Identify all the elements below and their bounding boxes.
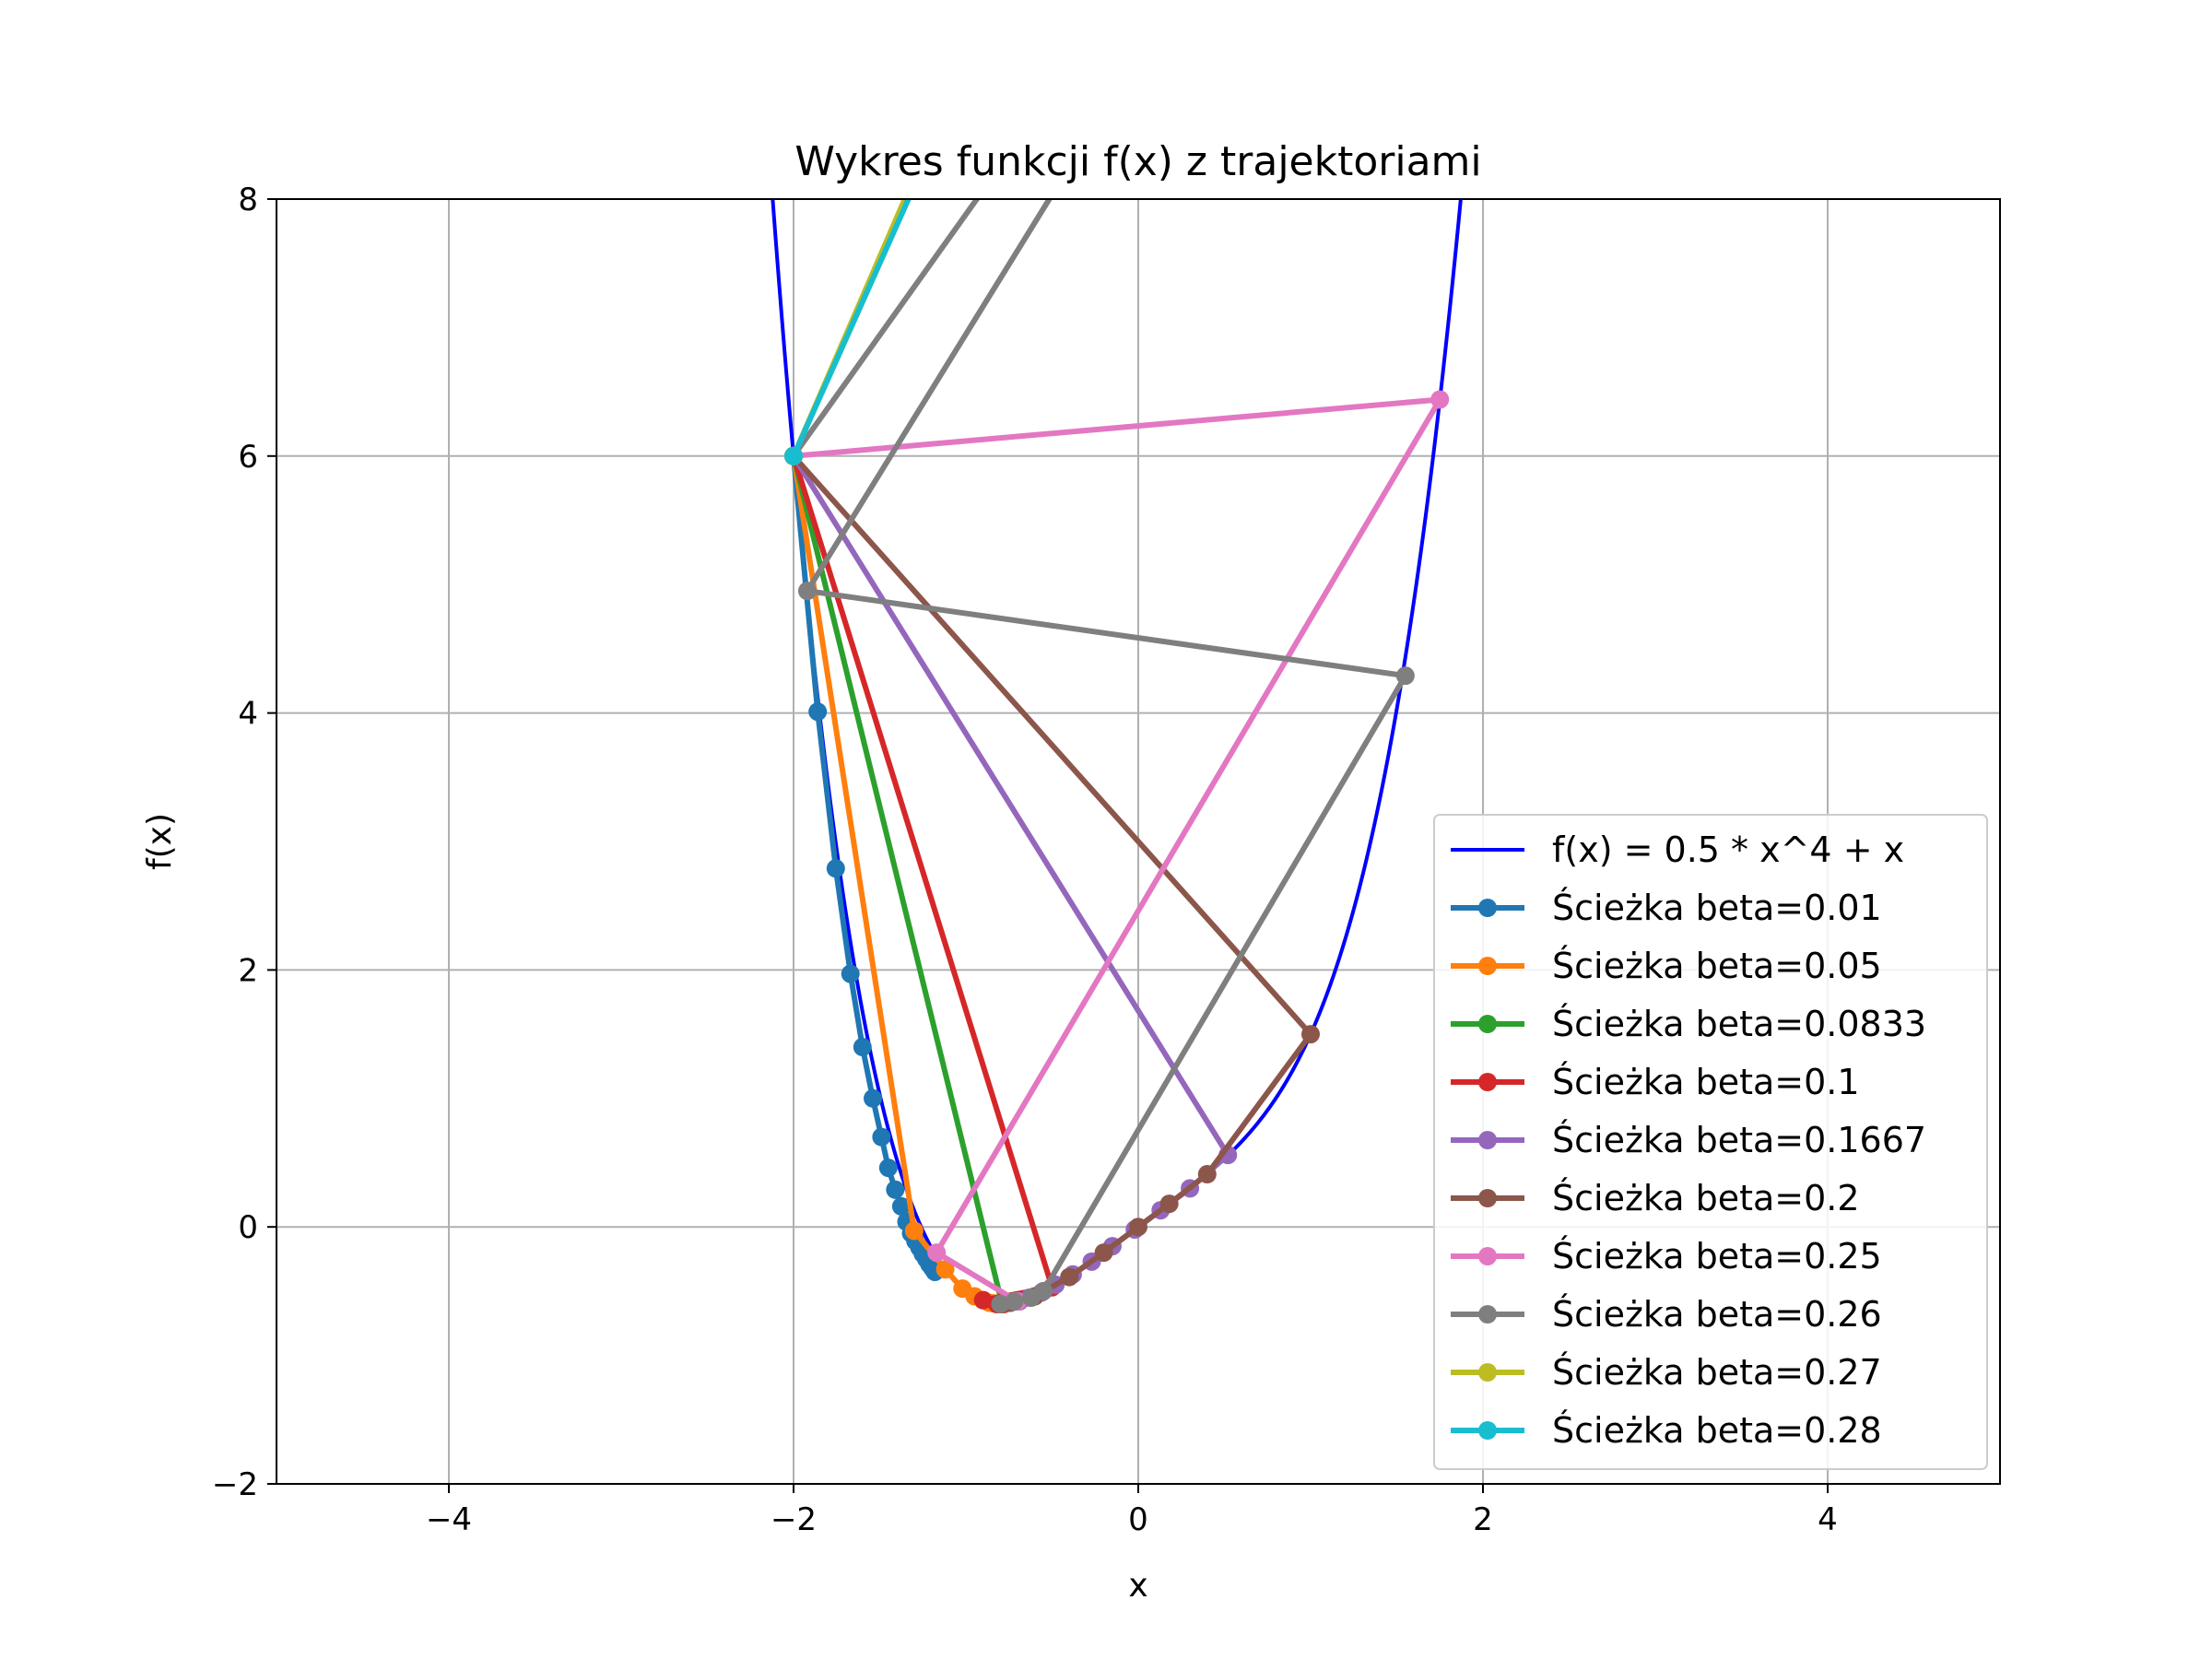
data-point xyxy=(872,1127,891,1147)
data-point xyxy=(1005,1292,1024,1312)
series-cie-ka-beta-0-26 xyxy=(784,199,1415,1313)
chart-title: Wykres funkcji f(x) z trajektoriami xyxy=(794,138,1481,185)
data-point xyxy=(826,859,845,878)
legend-marker xyxy=(1478,1305,1497,1324)
legend-marker xyxy=(1478,1073,1497,1091)
legend-marker xyxy=(1478,1363,1497,1382)
series-line xyxy=(793,396,1443,1304)
y-tick-label: 6 xyxy=(238,439,258,476)
legend-marker xyxy=(1478,1189,1497,1207)
y-tick-label: 2 xyxy=(238,952,258,989)
legend-entry: Ścieżka beta=0.0833 xyxy=(1451,1004,1926,1044)
y-tick-label: 0 xyxy=(238,1209,258,1246)
data-point xyxy=(1129,1218,1147,1237)
data-point xyxy=(991,1294,1010,1313)
x-axis-label: x xyxy=(1128,1567,1147,1605)
data-point xyxy=(797,582,817,601)
data-point xyxy=(784,446,803,465)
series-line xyxy=(791,199,912,458)
legend-label: Ścieżka beta=0.26 xyxy=(1552,1294,1882,1335)
legend-entry: Ścieżka beta=0.26 xyxy=(1451,1294,1882,1335)
data-point xyxy=(1094,1243,1113,1263)
legend-label: Ścieżka beta=0.01 xyxy=(1552,888,1882,928)
y-tick-label: 8 xyxy=(238,182,258,218)
legend: f(x) = 0.5 * x^4 + x Ścieżka beta=0.01 Ści… xyxy=(1433,814,1988,1470)
legend-label: f(x) = 0.5 * x^4 + x xyxy=(1552,830,1904,870)
legend-label: Ścieżka beta=0.28 xyxy=(1552,1410,1882,1451)
data-point xyxy=(1430,390,1450,409)
legend-entry: Ścieżka beta=0.1667 xyxy=(1451,1120,1926,1160)
legend-box xyxy=(1433,814,1988,1470)
data-point xyxy=(1060,1267,1079,1287)
legend-label: Ścieżka beta=0.1 xyxy=(1552,1062,1860,1102)
legend-entry: Ścieżka beta=0.28 xyxy=(1451,1410,1882,1451)
legend-label: Ścieżka beta=0.0833 xyxy=(1552,1004,1926,1044)
legend-entry: Ścieżka beta=0.25 xyxy=(1451,1236,1882,1277)
plot-area xyxy=(771,199,1463,1313)
legend-entry: f(x) = 0.5 * x^4 + x xyxy=(1451,830,1904,870)
legend-entry: Ścieżka beta=0.05 xyxy=(1451,946,1882,986)
x-tick-label: 2 xyxy=(1473,1501,1493,1538)
data-point xyxy=(1197,1165,1217,1184)
legend-entry: Ścieżka beta=0.27 xyxy=(1451,1352,1882,1393)
legend-marker xyxy=(1478,957,1497,975)
legend-label: Ścieżka beta=0.05 xyxy=(1552,946,1882,986)
legend-label: Ścieżka beta=0.1667 xyxy=(1552,1120,1926,1160)
x-tick-label: 4 xyxy=(1818,1501,1838,1538)
y-tick-label: 4 xyxy=(238,696,258,733)
data-point xyxy=(927,1243,947,1263)
data-point xyxy=(904,1221,924,1241)
y-tick-label: −2 xyxy=(212,1466,258,1503)
data-point xyxy=(1395,666,1415,686)
data-point xyxy=(935,1260,955,1279)
legend-marker xyxy=(1478,1247,1497,1265)
data-point xyxy=(1301,1025,1320,1044)
data-point xyxy=(841,964,860,983)
legend-entry: Ścieżka beta=0.01 xyxy=(1451,888,1882,928)
legend-label: Ścieżka beta=0.25 xyxy=(1552,1236,1882,1277)
series-line xyxy=(791,455,1006,1305)
series-cie-ka-beta-0-28 xyxy=(784,199,912,465)
ticks: −4 −2 0 2 4 −2 0 2 4 6 8 xyxy=(212,182,1838,1538)
data-point xyxy=(864,1088,883,1108)
data-point xyxy=(808,702,828,722)
data-point xyxy=(1159,1194,1179,1214)
legend-label: Ścieżka beta=0.27 xyxy=(1552,1352,1882,1393)
legend-entry: Ścieżka beta=0.2 xyxy=(1451,1178,1860,1218)
data-point xyxy=(891,1196,911,1216)
x-tick-label: −2 xyxy=(771,1501,817,1538)
legend-entry: Ścieżka beta=0.1 xyxy=(1451,1062,1860,1102)
x-tick-label: −4 xyxy=(426,1501,472,1538)
data-point xyxy=(853,1038,872,1057)
legend-marker xyxy=(1478,1015,1497,1033)
legend-marker xyxy=(1478,1131,1497,1149)
legend-marker xyxy=(1478,1421,1497,1440)
data-point xyxy=(1022,1288,1041,1307)
data-point xyxy=(886,1180,905,1199)
x-tick-label: 0 xyxy=(1128,1501,1148,1538)
y-axis-label: f(x) xyxy=(141,813,179,870)
legend-marker xyxy=(1478,899,1497,917)
data-point xyxy=(878,1159,898,1178)
legend-label: Ścieżka beta=0.2 xyxy=(1552,1178,1860,1218)
